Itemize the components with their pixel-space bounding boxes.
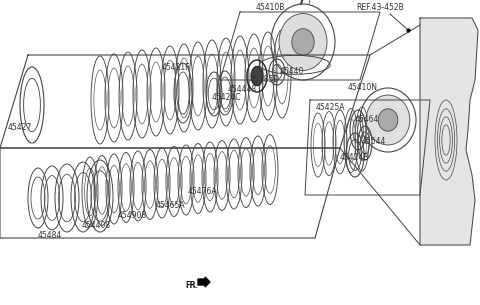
Text: 45544: 45544 <box>362 138 386 146</box>
Ellipse shape <box>366 95 410 145</box>
Ellipse shape <box>251 66 263 86</box>
Text: 45410N: 45410N <box>348 84 378 92</box>
Text: 45476A: 45476A <box>188 188 217 196</box>
Text: 45484: 45484 <box>38 231 62 241</box>
Ellipse shape <box>378 109 398 131</box>
Text: REF.43-452B: REF.43-452B <box>356 2 404 12</box>
Text: 45465A: 45465A <box>156 200 186 210</box>
Text: 454408: 454408 <box>82 221 111 231</box>
Text: 45385D: 45385D <box>250 76 280 84</box>
Text: 454908: 454908 <box>118 211 147 221</box>
Text: 45424B: 45424B <box>340 152 370 162</box>
Polygon shape <box>198 277 210 287</box>
Ellipse shape <box>292 29 314 55</box>
Text: 45464: 45464 <box>355 116 379 124</box>
Text: FR.: FR. <box>185 281 197 289</box>
Text: FR.: FR. <box>185 281 198 289</box>
Ellipse shape <box>279 13 327 70</box>
Text: 45410B: 45410B <box>256 3 286 13</box>
Text: 45424C: 45424C <box>212 92 241 102</box>
Polygon shape <box>420 18 478 245</box>
Text: 45440: 45440 <box>280 67 304 77</box>
Text: 45427: 45427 <box>8 124 32 132</box>
Text: 45421F: 45421F <box>162 63 191 73</box>
Text: 45425A: 45425A <box>316 102 346 112</box>
Text: 454448: 454448 <box>228 85 257 95</box>
